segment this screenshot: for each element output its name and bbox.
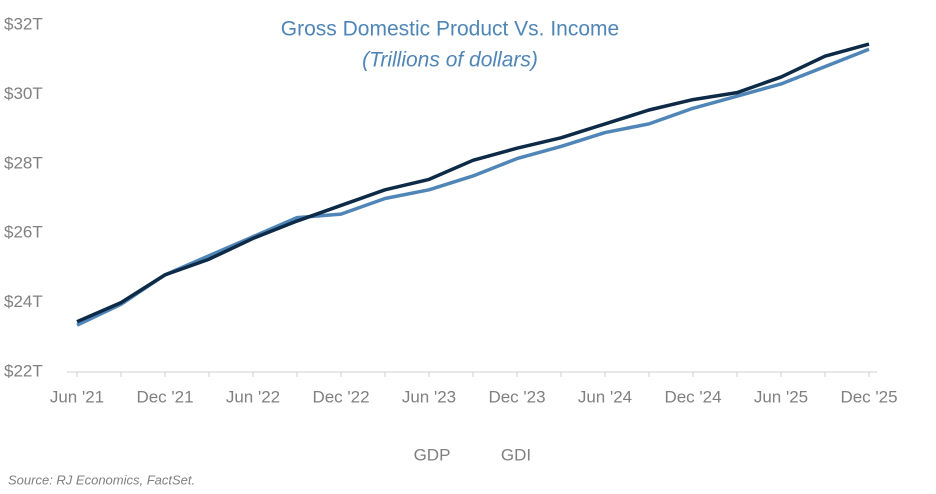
x-tick-label: Jun '23 <box>402 387 456 406</box>
y-tick-label: $32T <box>4 14 43 33</box>
x-tick-label: Jun '21 <box>50 387 104 406</box>
series-line <box>76 42 870 324</box>
legend-entry: GDP <box>414 445 451 464</box>
x-tick-label: Jun '24 <box>578 387 632 406</box>
x-tick-label: Jun '22 <box>226 387 280 406</box>
x-tick-label: Dec '22 <box>312 387 369 406</box>
legend-entry: GDI <box>501 445 531 464</box>
source-note: Source: RJ Economics, FactSet. <box>8 472 195 487</box>
chart-title: Gross Domestic Product Vs. Income <box>281 18 619 41</box>
y-tick-label: $28T <box>4 153 43 172</box>
x-tick-label: Dec '25 <box>840 387 897 406</box>
y-tick-label: $22T <box>4 361 43 380</box>
x-tick-label: Dec '24 <box>664 387 721 406</box>
x-tick-label: Dec '21 <box>136 387 193 406</box>
y-tick-label: $24T <box>4 292 43 311</box>
chart-subtitle: (Trillions of dollars) <box>362 49 538 72</box>
x-tick-label: Jun '25 <box>754 387 808 406</box>
x-tick-label: Dec '23 <box>488 387 545 406</box>
y-tick-label: $26T <box>4 223 43 242</box>
y-tick-label: $30T <box>4 84 43 103</box>
series-line <box>76 47 870 327</box>
